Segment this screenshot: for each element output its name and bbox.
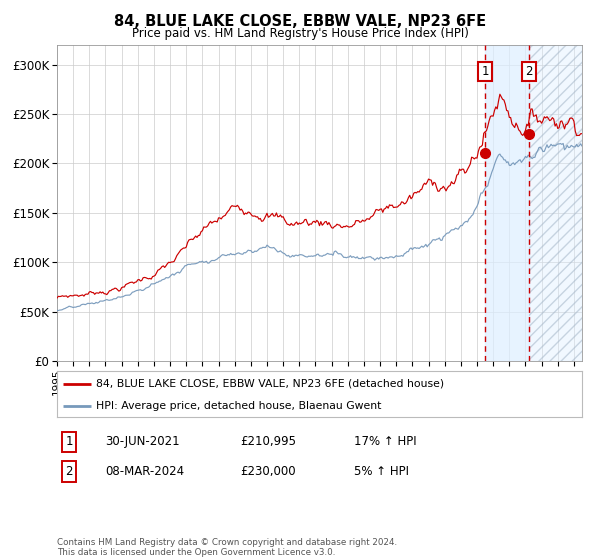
Text: Price paid vs. HM Land Registry's House Price Index (HPI): Price paid vs. HM Land Registry's House … [131,27,469,40]
Bar [529,0,582,361]
Bar [529,45,582,361]
Text: 5% ↑ HPI: 5% ↑ HPI [354,465,409,478]
Text: HPI: Average price, detached house, Blaenau Gwent: HPI: Average price, detached house, Blae… [97,401,382,410]
Text: 84, BLUE LAKE CLOSE, EBBW VALE, NP23 6FE (detached house): 84, BLUE LAKE CLOSE, EBBW VALE, NP23 6FE… [97,379,445,389]
Text: 1: 1 [481,65,489,78]
Bar [485,45,529,361]
Text: 2: 2 [65,465,73,478]
Text: 2: 2 [525,65,532,78]
Text: 84, BLUE LAKE CLOSE, EBBW VALE, NP23 6FE: 84, BLUE LAKE CLOSE, EBBW VALE, NP23 6FE [114,14,486,29]
Text: £230,000: £230,000 [240,465,296,478]
Text: 08-MAR-2024: 08-MAR-2024 [105,465,184,478]
Text: £210,995: £210,995 [240,435,296,449]
Text: Contains HM Land Registry data © Crown copyright and database right 2024.
This d: Contains HM Land Registry data © Crown c… [57,538,397,557]
Text: 17% ↑ HPI: 17% ↑ HPI [354,435,416,449]
Text: 1: 1 [65,435,73,449]
Text: 30-JUN-2021: 30-JUN-2021 [105,435,179,449]
